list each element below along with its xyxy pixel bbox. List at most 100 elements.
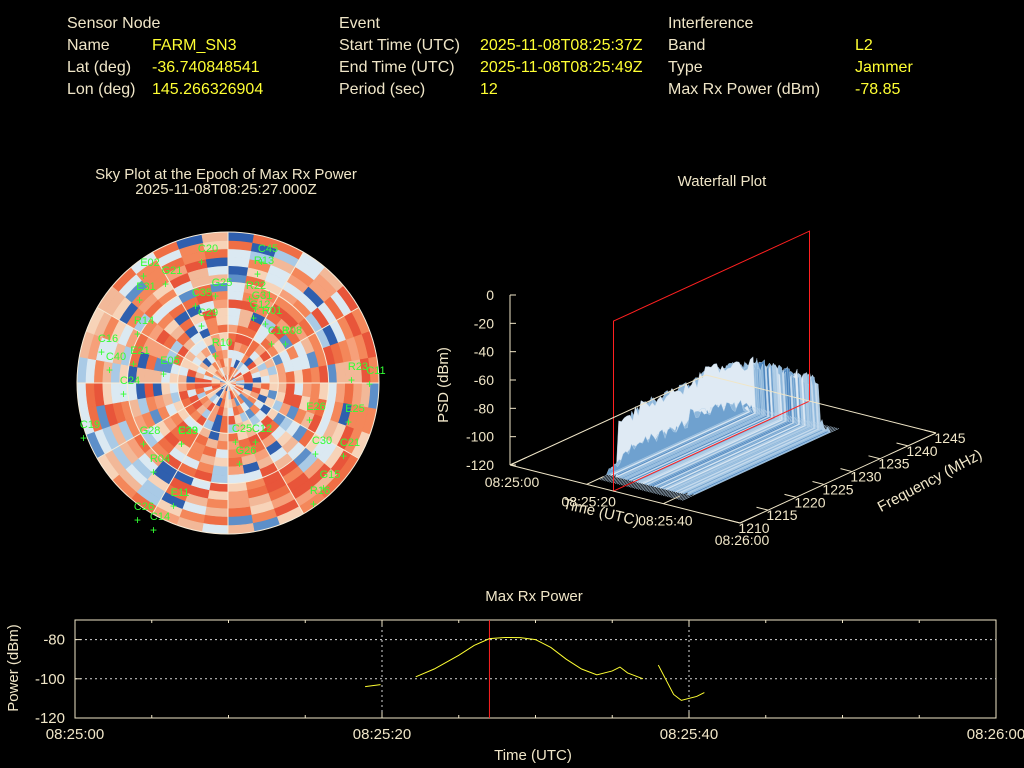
- satellite-marker: R22+: [246, 280, 266, 306]
- sensor-name-row: Name FARM_SN3: [67, 37, 237, 54]
- satellite-label: C40: [106, 351, 126, 363]
- skyplot-subtitle: 2025-11-08T08:25:27.000Z: [135, 181, 317, 198]
- waterfall-z-tick-label: -100: [466, 429, 494, 445]
- satellite-marker: C12+: [252, 423, 272, 449]
- satellite-marker: R01+: [262, 305, 282, 331]
- satellite-marker: C45+: [258, 243, 278, 269]
- satellite-marker: R16+: [310, 485, 330, 511]
- satellite-marker: E31+: [136, 281, 156, 307]
- sky-cell: [227, 307, 242, 318]
- sky-cell: [227, 298, 243, 309]
- maxpower-x-tick-label: 08:25:00: [46, 726, 104, 743]
- sky-azimuth-spoke: [227, 382, 360, 459]
- satellite-plus-icon: +: [268, 337, 275, 351]
- maxpower-xlabel: Time (UTC): [494, 747, 572, 764]
- sky-cell: [215, 315, 229, 326]
- sky-azimuth-spoke: [227, 307, 360, 384]
- satellite-plus-icon: +: [246, 292, 253, 306]
- satellite-plus-icon: +: [162, 277, 169, 291]
- sensor-node-info: Sensor Node Name FARM_SN3 Lat (deg) -36.74…: [67, 13, 263, 101]
- satellite-marker: C30+: [312, 435, 332, 461]
- maxpower-x-tick-label: 08:26:00: [967, 726, 1024, 743]
- maxpower-y-tick-label: -120: [35, 710, 65, 727]
- sky-cell: [285, 370, 296, 384]
- satellite-plus-icon: +: [252, 302, 259, 316]
- satellite-marker: C35+: [192, 287, 212, 313]
- event-period-row: Period (sec) 12: [339, 81, 498, 98]
- sky-cell: [302, 382, 313, 398]
- maxpower-series-line: [657, 664, 705, 701]
- interference-info: Interference Band L2 Type Jammer Max Rx Po…: [668, 13, 913, 101]
- satellite-marker: E02+: [140, 257, 160, 283]
- satellite-plus-icon: +: [136, 293, 143, 307]
- interference-band-row: Band L2: [668, 37, 873, 54]
- satellite-label: C21: [340, 437, 360, 449]
- maxpower-frame: [74, 619, 997, 719]
- satellite-marker: E33+: [178, 425, 198, 451]
- satellite-plus-icon: +: [120, 387, 127, 401]
- satellite-plus-icon: +: [140, 437, 147, 451]
- satellite-label: R23: [348, 361, 368, 373]
- waterfall-freq-tick-label: 1210: [738, 520, 769, 536]
- satellite-marker: G21+: [162, 265, 183, 291]
- satellite-label: C35: [192, 287, 212, 299]
- satellite-marker: G25+: [212, 277, 233, 303]
- waterfall-time-tick-label: 08:25:40: [638, 513, 693, 529]
- satellite-plus-icon: +: [134, 327, 141, 341]
- sky-cell: [217, 432, 229, 443]
- interference-type-row: Type Jammer: [668, 59, 913, 76]
- satellite-plus-icon: +: [312, 447, 319, 461]
- waterfall-time-tick: [663, 495, 681, 505]
- waterfall-time-tick-label: 08:25:00: [485, 474, 540, 490]
- sky-cell: [217, 323, 229, 334]
- waterfall-freq-tick-label: 1215: [766, 507, 797, 523]
- satellite-label: C30: [312, 435, 332, 447]
- waterfall-zlabel: PSD (dBm): [435, 347, 452, 423]
- waterfall-time-tick-label: 08:25:20: [561, 493, 616, 509]
- event-end-row: End Time (UTC) 2025-11-08T08:25:49Z: [339, 59, 643, 76]
- sky-cell: [293, 382, 304, 397]
- waterfall-time-tick-label: 08:26:00: [715, 532, 770, 545]
- maxpower-series-line: [415, 636, 644, 680]
- waterfall-freq-tick: [840, 468, 853, 473]
- satellite-label: C13: [268, 325, 288, 337]
- satellite-marker: E26+: [306, 401, 326, 427]
- satellite-label: E33: [178, 425, 198, 437]
- satellite-plus-icon: +: [232, 435, 239, 449]
- satellite-label: E11: [171, 487, 190, 499]
- satellite-marker: E25+: [345, 403, 365, 429]
- waterfall-freq-tick: [728, 519, 741, 524]
- sky-cell: [215, 440, 229, 451]
- satellite-marker: R10+: [212, 337, 232, 363]
- satellite-plus-icon: +: [178, 437, 185, 451]
- satellite-plus-icon: +: [236, 457, 243, 471]
- maxpower-series-line: [365, 684, 381, 688]
- satellite-marker: R08+: [282, 325, 302, 351]
- satellite-plus-icon: +: [140, 269, 147, 283]
- satellite-marker: G26+: [236, 445, 257, 471]
- satellite-plus-icon: +: [348, 373, 355, 387]
- sky-azimuth-spoke: [227, 251, 304, 384]
- waterfall-freq-tick-label: 1245: [934, 430, 965, 446]
- waterfall-freq-axis: [739, 432, 937, 524]
- waterfall-freq-tick-label: 1240: [906, 443, 937, 459]
- waterfall-freq-tick-label: 1230: [850, 469, 881, 485]
- sky-azimuth-spoke: [152, 251, 229, 384]
- satellite-marker: R04+: [150, 453, 170, 479]
- satellite-marker: R23+: [348, 361, 368, 387]
- satellite-marker: C11+: [366, 365, 386, 391]
- satellite-plus-icon: +: [150, 523, 157, 537]
- maxpower-ylabel: Power (dBm): [5, 624, 22, 712]
- satellite-plus-icon: +: [320, 481, 327, 495]
- satellite-label: G21: [162, 265, 183, 277]
- satellite-label: E25: [345, 403, 365, 415]
- waterfall-time-axis: [509, 464, 741, 524]
- satellite-marker: C29+: [198, 307, 218, 333]
- sky-cell: [214, 448, 229, 459]
- satellite-marker: G28+: [140, 425, 161, 451]
- sky-azimuth-spoke: [96, 307, 229, 384]
- satellite-label: C25: [232, 423, 252, 435]
- sensor-node-heading: Sensor Node: [67, 15, 161, 32]
- satellite-plus-icon: +: [258, 255, 265, 269]
